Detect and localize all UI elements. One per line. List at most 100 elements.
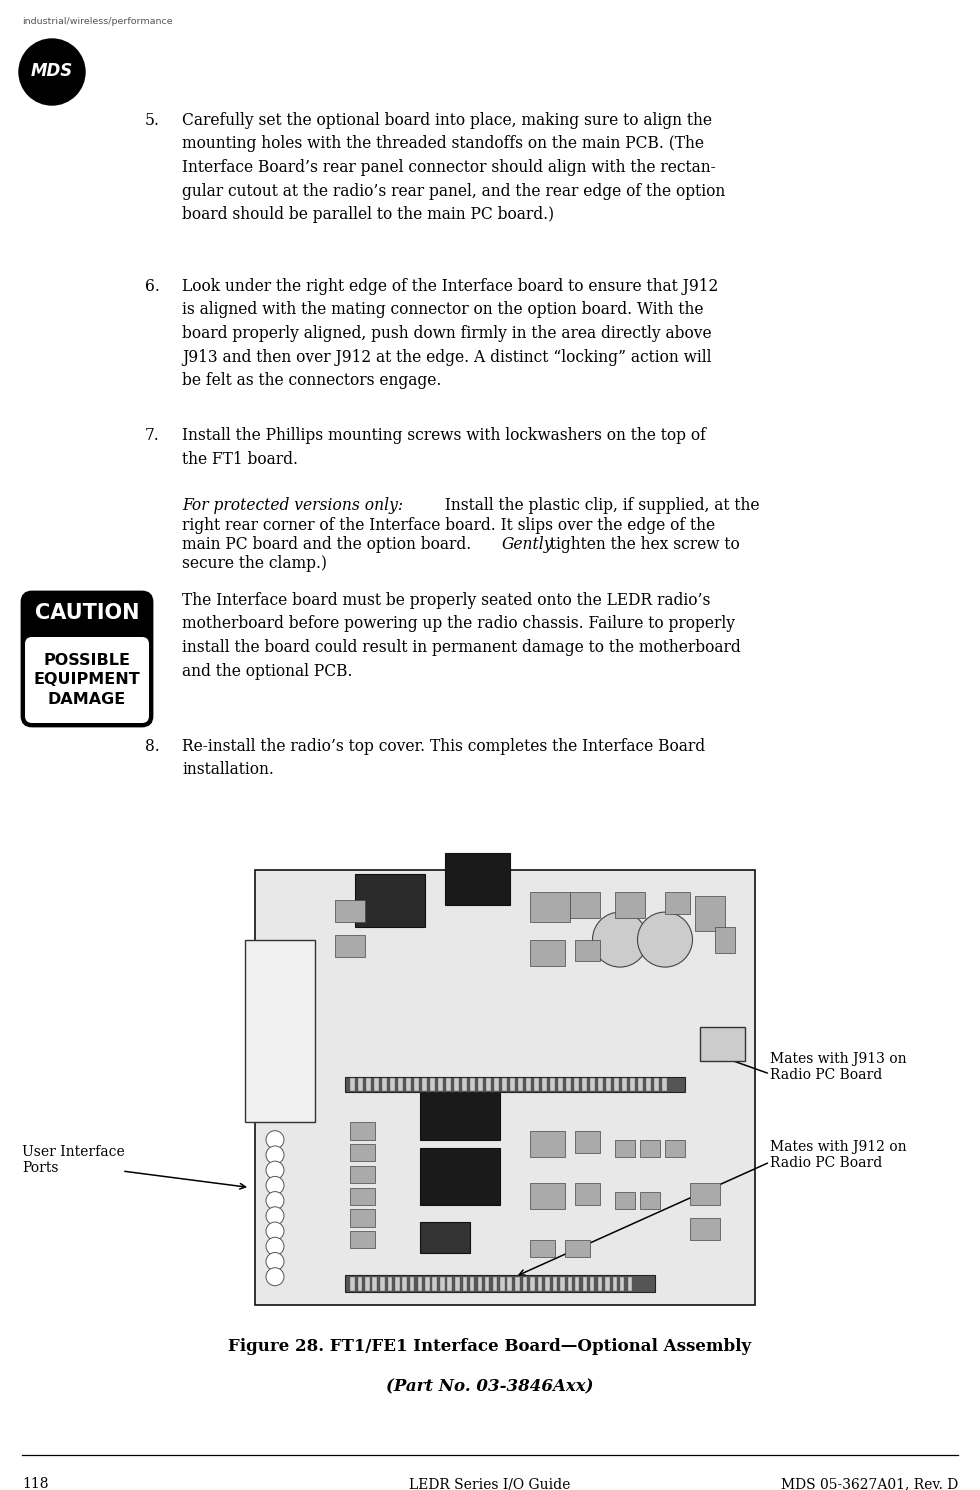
FancyBboxPatch shape <box>542 1077 547 1091</box>
Text: POSSIBLE
EQUIPMENT
DAMAGE: POSSIBLE EQUIPMENT DAMAGE <box>33 653 140 706</box>
FancyBboxPatch shape <box>615 1192 635 1210</box>
FancyBboxPatch shape <box>627 1277 632 1290</box>
Text: Install the plastic clip, if supplied, at the: Install the plastic clip, if supplied, a… <box>440 498 760 514</box>
FancyBboxPatch shape <box>502 1077 507 1091</box>
FancyBboxPatch shape <box>358 1277 362 1290</box>
FancyBboxPatch shape <box>654 1077 659 1091</box>
Text: right rear corner of the Interface board. It slips over the edge of the: right rear corner of the Interface board… <box>182 517 715 533</box>
FancyBboxPatch shape <box>530 1183 565 1210</box>
Text: secure the clamp.): secure the clamp.) <box>182 556 327 572</box>
FancyBboxPatch shape <box>598 1277 602 1290</box>
FancyBboxPatch shape <box>665 1140 685 1158</box>
FancyBboxPatch shape <box>510 1077 515 1091</box>
FancyBboxPatch shape <box>438 1077 443 1091</box>
FancyBboxPatch shape <box>598 1077 603 1091</box>
FancyBboxPatch shape <box>665 891 690 913</box>
FancyBboxPatch shape <box>387 1277 392 1290</box>
Text: LEDR Series I/O Guide: LEDR Series I/O Guide <box>410 1477 570 1490</box>
FancyBboxPatch shape <box>690 1183 720 1205</box>
FancyBboxPatch shape <box>380 1277 384 1290</box>
Text: MDS: MDS <box>31 63 74 80</box>
FancyBboxPatch shape <box>345 1077 685 1092</box>
Circle shape <box>266 1207 284 1225</box>
FancyBboxPatch shape <box>545 1277 550 1290</box>
FancyBboxPatch shape <box>493 1277 497 1290</box>
Circle shape <box>266 1131 284 1149</box>
FancyBboxPatch shape <box>590 1077 595 1091</box>
Text: Carefully set the optional board into place, making sure to align the
mounting h: Carefully set the optional board into pl… <box>182 112 725 224</box>
FancyBboxPatch shape <box>590 1277 595 1290</box>
FancyBboxPatch shape <box>345 1274 655 1292</box>
FancyBboxPatch shape <box>382 1077 387 1091</box>
Text: 6.: 6. <box>145 279 160 295</box>
FancyBboxPatch shape <box>550 1077 555 1091</box>
FancyBboxPatch shape <box>478 1077 483 1091</box>
FancyBboxPatch shape <box>455 1277 460 1290</box>
FancyBboxPatch shape <box>662 1077 667 1091</box>
FancyBboxPatch shape <box>365 1277 369 1290</box>
FancyBboxPatch shape <box>420 1222 470 1253</box>
FancyBboxPatch shape <box>612 1277 617 1290</box>
FancyBboxPatch shape <box>350 1231 375 1249</box>
FancyBboxPatch shape <box>582 1077 587 1091</box>
FancyBboxPatch shape <box>700 1027 745 1061</box>
FancyBboxPatch shape <box>422 1077 427 1091</box>
FancyBboxPatch shape <box>566 1077 571 1091</box>
Circle shape <box>266 1177 284 1195</box>
FancyBboxPatch shape <box>350 1144 375 1161</box>
FancyBboxPatch shape <box>582 1277 587 1290</box>
FancyBboxPatch shape <box>530 1240 555 1258</box>
FancyBboxPatch shape <box>398 1077 403 1091</box>
FancyBboxPatch shape <box>255 870 755 1305</box>
Text: Re-install the radio’s top cover. This completes the Interface Board
installatio: Re-install the radio’s top cover. This c… <box>182 738 706 778</box>
Circle shape <box>266 1268 284 1286</box>
FancyBboxPatch shape <box>638 1077 643 1091</box>
FancyBboxPatch shape <box>448 1277 452 1290</box>
FancyBboxPatch shape <box>420 1083 500 1140</box>
FancyBboxPatch shape <box>575 1277 579 1290</box>
FancyBboxPatch shape <box>567 1277 572 1290</box>
FancyBboxPatch shape <box>537 1277 542 1290</box>
FancyBboxPatch shape <box>25 638 149 723</box>
FancyBboxPatch shape <box>508 1277 512 1290</box>
FancyBboxPatch shape <box>534 1077 539 1091</box>
FancyBboxPatch shape <box>462 1077 467 1091</box>
Circle shape <box>19 39 85 104</box>
FancyBboxPatch shape <box>417 1277 422 1290</box>
Text: 5.: 5. <box>145 112 160 130</box>
FancyBboxPatch shape <box>350 1277 355 1290</box>
FancyBboxPatch shape <box>640 1140 660 1158</box>
Circle shape <box>266 1146 284 1164</box>
FancyBboxPatch shape <box>570 891 600 918</box>
FancyBboxPatch shape <box>500 1277 505 1290</box>
FancyBboxPatch shape <box>350 1210 375 1226</box>
Circle shape <box>638 912 693 967</box>
FancyBboxPatch shape <box>414 1077 419 1091</box>
Text: industrial/wireless/performance: industrial/wireless/performance <box>22 16 172 25</box>
FancyBboxPatch shape <box>615 891 645 918</box>
FancyBboxPatch shape <box>446 1077 451 1091</box>
FancyBboxPatch shape <box>350 1188 375 1205</box>
FancyBboxPatch shape <box>410 1277 415 1290</box>
Text: 8.: 8. <box>145 738 160 755</box>
FancyBboxPatch shape <box>690 1217 720 1240</box>
FancyBboxPatch shape <box>606 1077 611 1091</box>
FancyBboxPatch shape <box>575 940 600 961</box>
Circle shape <box>266 1253 284 1271</box>
FancyBboxPatch shape <box>477 1277 482 1290</box>
FancyBboxPatch shape <box>522 1277 527 1290</box>
FancyBboxPatch shape <box>485 1277 489 1290</box>
FancyBboxPatch shape <box>560 1277 564 1290</box>
FancyBboxPatch shape <box>350 1165 375 1183</box>
FancyBboxPatch shape <box>374 1077 379 1091</box>
FancyBboxPatch shape <box>22 592 152 726</box>
Circle shape <box>593 912 648 967</box>
FancyBboxPatch shape <box>615 1140 635 1158</box>
FancyBboxPatch shape <box>245 940 315 1122</box>
Text: 7.: 7. <box>145 428 160 444</box>
Text: Install the Phillips mounting screws with lockwashers on the top of
the FT1 boar: Install the Phillips mounting screws wit… <box>182 428 706 468</box>
Text: 118: 118 <box>22 1477 48 1490</box>
FancyBboxPatch shape <box>470 1277 474 1290</box>
Text: tighten the hex screw to: tighten the hex screw to <box>545 536 740 553</box>
FancyBboxPatch shape <box>695 895 725 931</box>
